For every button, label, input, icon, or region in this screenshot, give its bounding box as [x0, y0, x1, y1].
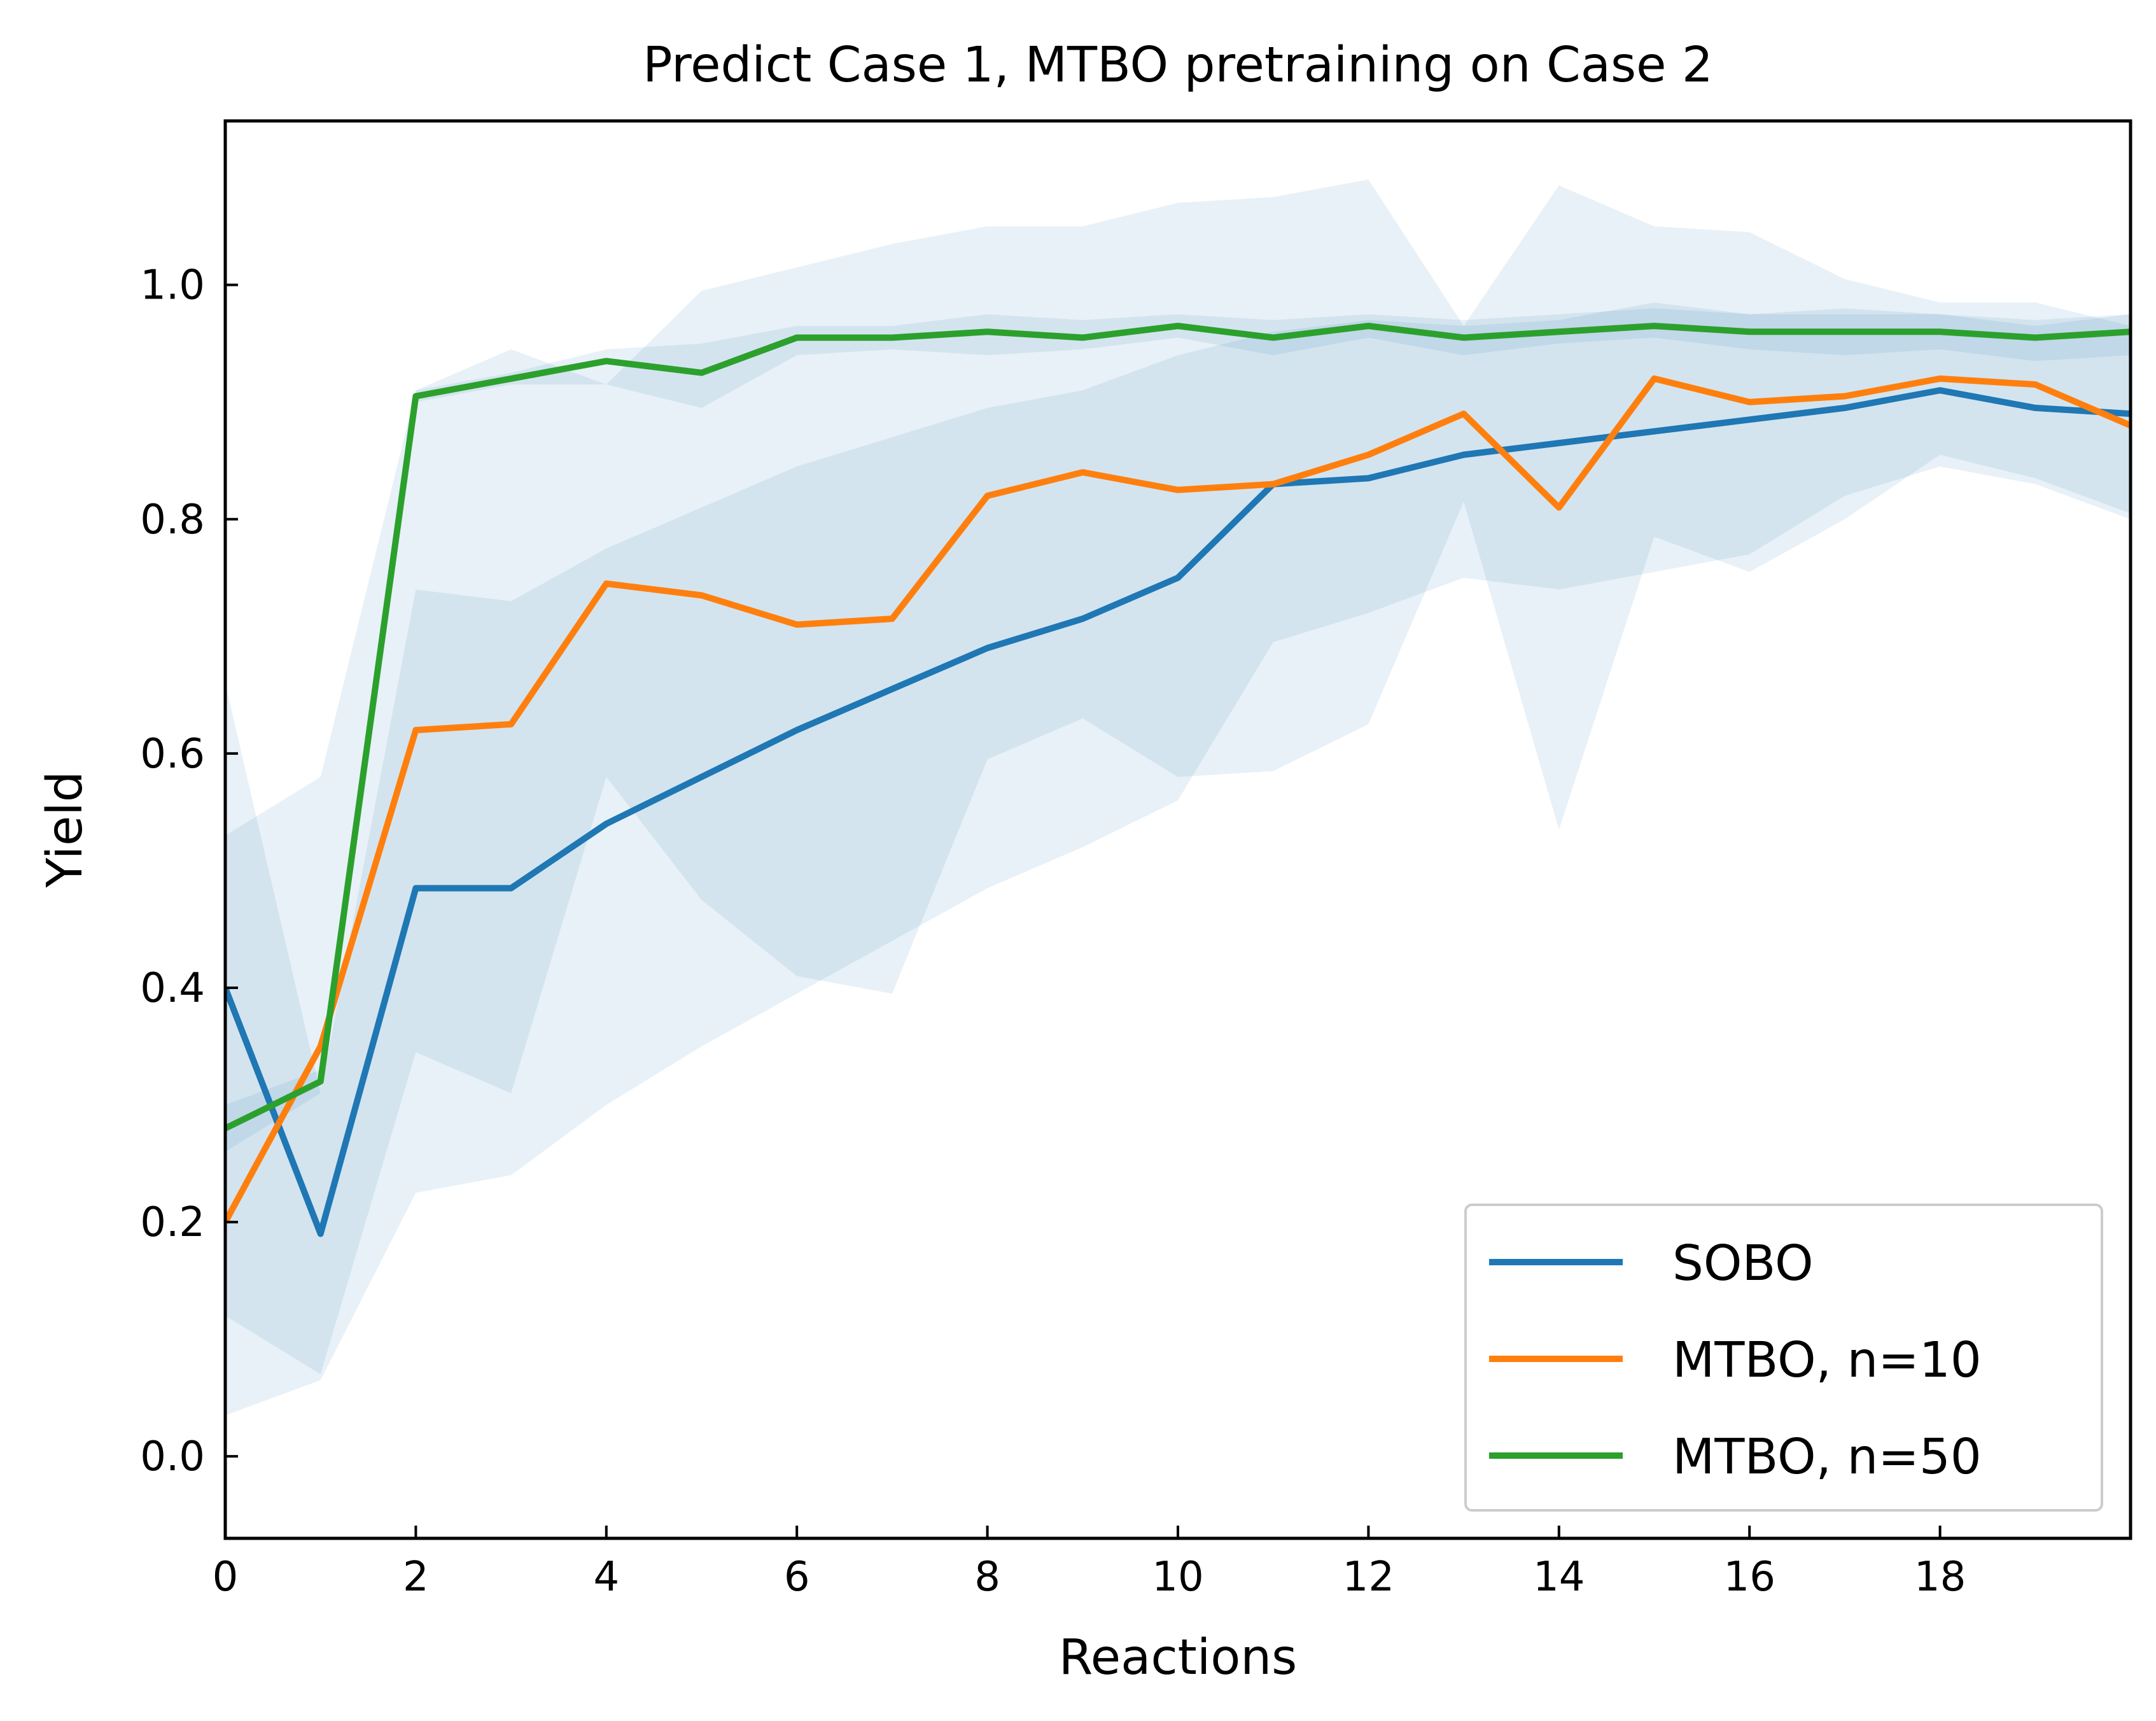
- y-tick-label: 1.0: [140, 262, 205, 309]
- x-tick-label: 10: [1152, 1554, 1203, 1601]
- x-tick-label: 6: [784, 1554, 810, 1601]
- x-tick-label: 4: [593, 1554, 619, 1601]
- line-series-2: [225, 323, 2131, 1132]
- confidence-bands: [225, 179, 2131, 1415]
- y-tick-label: 0.8: [140, 496, 205, 544]
- x-tick-label: 14: [1533, 1554, 1585, 1601]
- y-tick-label: 0.4: [140, 965, 205, 1012]
- legend-label-1: MTBO, n=10: [1672, 1332, 1982, 1389]
- x-tick-label: 8: [974, 1554, 1000, 1601]
- y-tick-label: 0.0: [140, 1433, 205, 1480]
- x-axis-label: Reactions: [1059, 1629, 1298, 1686]
- y-tick-label: 0.2: [140, 1199, 205, 1246]
- legend-label-0: SOBO: [1672, 1235, 1814, 1292]
- x-tick-label: 0: [213, 1554, 239, 1601]
- legend-box: [1464, 1204, 2103, 1512]
- line-series-0: [225, 387, 2131, 1237]
- y-axis-ticks: 0.0 0.2 0.4 0.6 0.8 1.0: [140, 262, 238, 1480]
- x-tick-label: 18: [1914, 1554, 1966, 1601]
- x-tick-label: 12: [1343, 1554, 1394, 1601]
- x-tick-label: 16: [1723, 1554, 1775, 1601]
- series-lines: [225, 323, 2131, 1237]
- y-tick-label: 0.6: [140, 731, 205, 778]
- x-tick-label: 2: [403, 1554, 429, 1601]
- line-series-1: [225, 375, 2131, 1224]
- legend-label-2: MTBO, n=50: [1672, 1429, 1982, 1486]
- x-axis-ticks: 0 2 4 6 8 10 12 14 16 18: [213, 1526, 1966, 1601]
- y-axis-label: Yield: [37, 771, 94, 888]
- band-series-1: [225, 179, 2131, 1415]
- band-series-2: [225, 308, 2131, 1152]
- band-series-0: [225, 302, 2131, 1375]
- legend: SOBO MTBO, n=10 MTBO, n=50: [1464, 1204, 2103, 1512]
- chart-title: Predict Case 1, MTBO pretraining on Case…: [643, 37, 1713, 94]
